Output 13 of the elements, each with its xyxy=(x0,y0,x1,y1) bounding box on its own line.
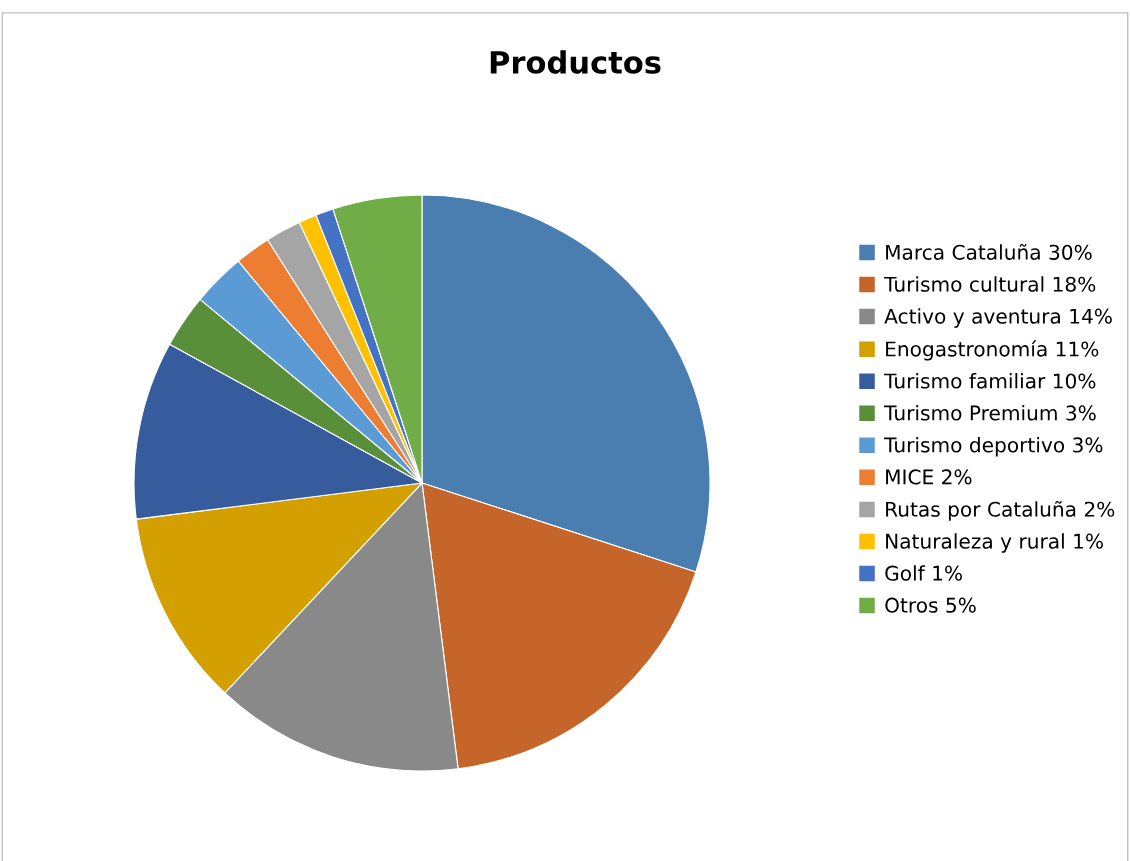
legend-label: Turismo deportivo 3% xyxy=(884,436,1103,457)
chart-title: Productos xyxy=(490,50,661,74)
legend-label: Golf 1% xyxy=(885,565,962,581)
legend-label: Otros 5% xyxy=(885,597,976,613)
legend-label: Enogastronomía 11% xyxy=(886,340,1099,361)
legend-label: Marca Cataluña 30% xyxy=(886,243,1092,260)
legend-label: Turismo Premium 3% xyxy=(884,405,1096,421)
legend-label: Turismo familiar 10% xyxy=(884,373,1096,389)
legend-label: Rutas por Cataluña 2% xyxy=(886,500,1115,521)
legend-label: Activo y aventura 14% xyxy=(884,308,1112,328)
legend-label: Turismo cultural 18% xyxy=(884,276,1096,292)
legend-label: Naturaleza y rural 1% xyxy=(886,533,1103,553)
legend-label: MICE 2% xyxy=(886,469,972,485)
